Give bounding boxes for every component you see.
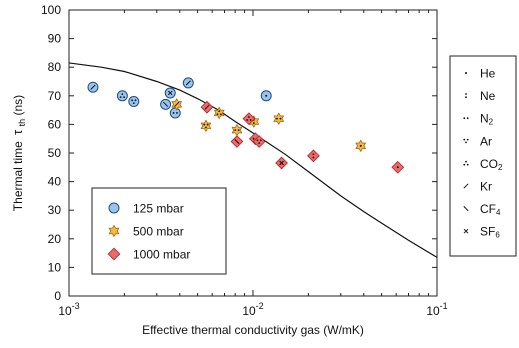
- gas-legend-label: N2: [480, 112, 494, 127]
- x-tick-label: 10-1: [426, 301, 447, 318]
- gas-legend-label: CO2: [480, 157, 503, 172]
- gas-legend-label: SF6: [480, 225, 500, 240]
- y-axis-label-unit: (ns): [11, 95, 25, 116]
- y-tick-label: 90: [48, 32, 62, 46]
- gas-legend-box: [449, 55, 517, 257]
- y-tick-label: 10: [48, 260, 62, 274]
- gas-legend-glyph-ar: [463, 138, 469, 144]
- gas-legend-glyph-cf4: [463, 206, 469, 212]
- x-tick-label: 10-3: [58, 301, 79, 318]
- y-tick-label: 40: [48, 175, 62, 189]
- model-curve-layer: [68, 62, 438, 258]
- data-point-diamond: [307, 149, 320, 163]
- data-point-star: [213, 106, 225, 119]
- y-tick-label: 20: [48, 232, 62, 246]
- gas-glyph-cf4: [234, 139, 240, 145]
- gas-glyph-co2: [119, 93, 125, 98]
- y-axis-label-main: Thermal time: [11, 141, 25, 211]
- gas-glyph-kr: [204, 104, 210, 110]
- legend-label: 125 mbar: [133, 202, 184, 216]
- gas-legend-glyph-sf6: [463, 228, 469, 234]
- data-point-circle: [169, 107, 181, 119]
- gas-legend-glyph-co2: [463, 160, 469, 166]
- axes-layer: 0 10 20 30 40 50 60 70 80 90 100 10-3 10-2 10-1: [41, 3, 448, 318]
- data-point-diamond: [252, 135, 266, 148]
- gas-legend-label: CF4: [480, 202, 501, 217]
- gas-legend-glyph-kr: [463, 183, 469, 189]
- gas-glyph-kr: [185, 80, 191, 86]
- gas-legend-label: He: [480, 67, 496, 81]
- gas-glyph-ar: [203, 123, 209, 129]
- y-tick-label: 100: [41, 3, 61, 17]
- data-point-star: [231, 124, 243, 137]
- data-point-star: [273, 112, 284, 125]
- legend-marker-circle: [108, 202, 120, 214]
- y-axis-label-tau: τ: [10, 129, 25, 135]
- gas-glyph-co2: [216, 110, 222, 116]
- gas-legend-glyph-ne: [465, 93, 467, 99]
- gas-glyph-n2: [234, 129, 240, 132]
- data-point-star: [200, 119, 212, 132]
- gas-glyph-ne: [312, 153, 315, 159]
- y-tick-label: 30: [48, 203, 62, 217]
- y-tick-label: 70: [48, 89, 62, 103]
- y-tick-label: 60: [48, 117, 62, 131]
- data-point-diamond: [242, 112, 256, 126]
- gas-glyph-he: [396, 166, 399, 169]
- gas-legend-glyph-n2: [463, 117, 469, 120]
- y-tick-label: 0: [54, 289, 61, 303]
- y-axis-label: Thermal time τ th (ns): [10, 95, 28, 211]
- legend-marker-star: [108, 224, 120, 238]
- gas-glyph-kr: [90, 84, 96, 90]
- y-tick-label: 80: [48, 60, 62, 74]
- gas-legend-glyph-he: [465, 72, 467, 74]
- model-curve: [68, 62, 438, 258]
- legend-label: 1000 mbar: [133, 248, 190, 262]
- gas-legend: He Ne N2 Ar CO2 Kr CF4 SF6: [449, 55, 517, 257]
- gas-glyph-co2: [246, 116, 252, 121]
- gas-glyph-cf4: [163, 101, 169, 107]
- gas-glyph-he: [359, 144, 362, 147]
- gas-legend-label: Ne: [480, 89, 496, 103]
- legend-label: 500 mbar: [133, 225, 184, 239]
- x-axis-label: Effective thermal conductivity gas (W/mK…: [142, 323, 364, 337]
- gas-glyph-sf6: [279, 160, 284, 166]
- gas-glyph-ar: [131, 99, 137, 105]
- x-tick-label: 10-2: [242, 301, 263, 318]
- gas-legend-label: Ar: [480, 134, 492, 148]
- gas-glyph-kr: [174, 101, 180, 107]
- legend-marker-diamond: [107, 247, 121, 261]
- data-points-layer: [87, 77, 405, 174]
- y-tick-label: 50: [48, 146, 62, 160]
- gas-glyph-ar: [256, 139, 262, 145]
- gas-legend-label: Kr: [480, 180, 492, 194]
- y-axis-label-sub: th: [17, 119, 27, 127]
- gas-glyph-he: [265, 94, 268, 97]
- gas-glyph-n2: [172, 112, 178, 114]
- gas-glyph-sf6: [167, 90, 173, 96]
- gas-glyph-n2: [276, 117, 282, 120]
- data-point-circle: [128, 96, 140, 108]
- pressure-legend: 125 mbar 500 mbar 1000 mbar: [91, 187, 227, 275]
- data-point-circle: [116, 90, 128, 102]
